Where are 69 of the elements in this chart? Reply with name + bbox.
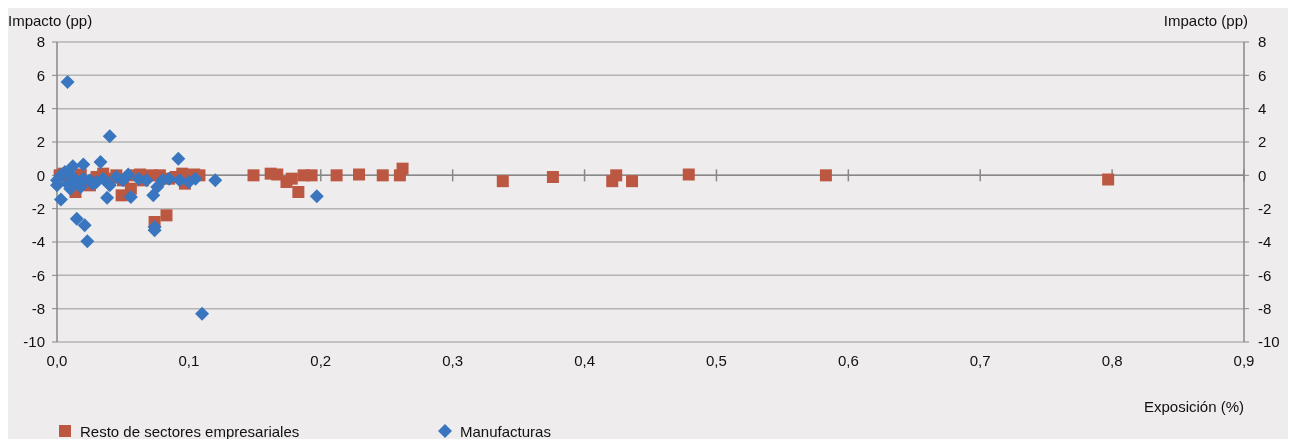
y-tick-label: 8 — [36, 33, 45, 51]
y2-tick-label: 4 — [1258, 99, 1267, 117]
y-tick-label: -2 — [31, 199, 45, 217]
y2-tick-label: 8 — [1258, 33, 1267, 51]
point — [102, 129, 117, 144]
point — [93, 155, 108, 169]
point — [60, 75, 75, 89]
y2-tick-label: -4 — [1258, 233, 1272, 251]
y2-tick-label: -6 — [1258, 266, 1272, 284]
x-tick-label: 0,8 — [1101, 352, 1123, 369]
point — [285, 172, 298, 185]
y-tick-label: 6 — [36, 66, 45, 84]
y-tick-label: -4 — [31, 233, 45, 251]
point — [305, 169, 318, 182]
y-axis-title: Impacto (pp) — [8, 12, 93, 29]
point — [121, 167, 136, 182]
x-tick-label: 0,6 — [837, 352, 859, 369]
y-tick-label: 4 — [36, 99, 45, 117]
point — [819, 169, 832, 182]
point — [100, 190, 115, 205]
y2-axis-title: Impacto (pp) — [1163, 12, 1248, 29]
y-tick-label: 2 — [36, 133, 45, 151]
point — [53, 192, 68, 207]
y2-tick-label: 6 — [1258, 66, 1267, 84]
point — [208, 173, 223, 188]
legend-label: Manufacturas — [460, 423, 551, 440]
point — [102, 178, 117, 193]
point — [76, 157, 91, 172]
y-tick-label: 0 — [36, 166, 45, 184]
point — [96, 171, 111, 186]
y-tick-label: -10 — [23, 333, 45, 351]
point — [396, 162, 409, 175]
point — [188, 171, 203, 186]
point — [682, 168, 695, 181]
point — [353, 168, 366, 181]
point — [610, 169, 623, 182]
x-tick-label: 0,0 — [46, 352, 68, 369]
y2-tick-label: -8 — [1258, 299, 1272, 317]
point — [146, 188, 161, 203]
point — [80, 234, 95, 249]
y2-tick-label: -2 — [1258, 199, 1272, 217]
x-tick-label: 0,3 — [442, 352, 464, 369]
point — [123, 190, 138, 204]
x-axis-title: Exposición (%) — [1143, 398, 1244, 415]
point — [376, 169, 389, 182]
y2-tick-label: -10 — [1258, 333, 1280, 351]
point — [330, 169, 343, 182]
y2-tick-label: 0 — [1258, 166, 1267, 184]
point — [247, 169, 260, 182]
y-tick-label: -6 — [31, 266, 45, 284]
point — [195, 306, 210, 321]
y-tick-label: -8 — [31, 299, 45, 317]
point — [626, 175, 639, 188]
point — [546, 171, 559, 183]
x-tick-label: 0,5 — [706, 352, 727, 369]
point — [1102, 173, 1115, 186]
x-tick-label: 0,4 — [574, 352, 595, 369]
x-tick-label: 0,1 — [178, 352, 200, 369]
point — [77, 218, 92, 233]
point — [496, 175, 509, 188]
point — [309, 189, 324, 204]
x-tick-label: 0,7 — [969, 352, 991, 369]
point — [69, 211, 84, 226]
y2-tick-label: 2 — [1258, 133, 1267, 151]
point — [171, 151, 186, 166]
x-tick-label: 0,2 — [310, 352, 332, 369]
x-tick-label: 0,9 — [1233, 352, 1255, 369]
point — [160, 209, 173, 222]
point — [292, 186, 305, 198]
